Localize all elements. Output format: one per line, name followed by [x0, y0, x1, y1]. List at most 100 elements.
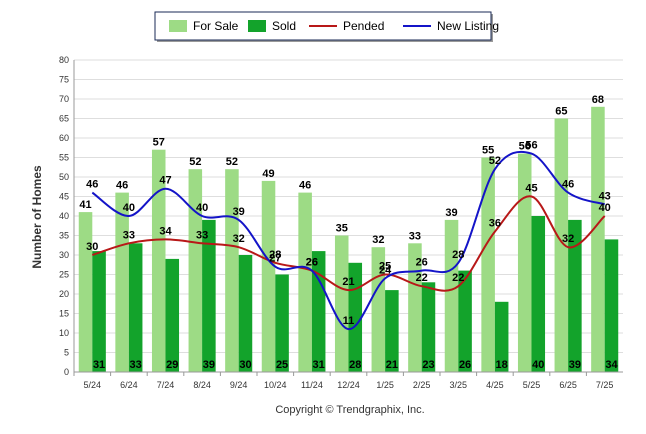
bar-for-sale: [78, 212, 93, 372]
bar-for-sale: [408, 243, 422, 372]
x-tick-label: 7/24: [157, 380, 175, 390]
data-label-for-sale: 68: [592, 94, 604, 106]
bar-for-sale: [188, 169, 203, 372]
data-label-new-listing: 52: [489, 155, 501, 167]
bar-sold: [311, 251, 326, 372]
data-label-for-sale: 46: [116, 180, 128, 192]
y-tick-label: 40: [59, 211, 69, 221]
legend: For Sale Sold Pended New Listing: [154, 11, 499, 42]
data-label-pended: 22: [452, 272, 464, 284]
data-label-for-sale: 33: [409, 230, 421, 242]
data-labels: 41 31 46 33 57 29 52 39 52 30 49 25 46 31 35 28 32 21 33 23…: [79, 94, 618, 371]
data-label-pended: 33: [196, 229, 208, 241]
data-label-new-listing: 56: [525, 140, 537, 152]
bar-for-sale: [225, 169, 239, 372]
data-label-for-sale: 46: [299, 180, 311, 192]
data-label-new-listing: 46: [562, 179, 574, 191]
y-tick-label: 50: [59, 172, 69, 182]
data-label-sold: 25: [276, 359, 288, 371]
line-new-listing: [91, 150, 606, 331]
data-label-for-sale: 52: [189, 156, 201, 168]
x-tick-label: 12/24: [337, 380, 360, 390]
data-label-sold: 31: [93, 359, 105, 371]
bar-sold: [92, 251, 106, 372]
data-label-pended: 25: [379, 261, 391, 273]
y-axis: 0 5 10 15 20 25 30 35 40 45 50 55 60 65 70 75 80: [59, 55, 75, 377]
y-tick-label: 25: [59, 270, 69, 280]
x-tick-label: 9/24: [230, 380, 248, 390]
y-tick-label: 20: [59, 289, 69, 299]
data-label-new-listing: 40: [196, 202, 208, 214]
x-tick-label: 7/25: [596, 380, 614, 390]
data-label-new-listing: 39: [233, 206, 245, 218]
x-tick-label: 6/24: [120, 380, 138, 390]
bar-for-sale: [261, 180, 276, 372]
data-label-for-sale: 56: [519, 141, 531, 153]
x-tick-label: 3/25: [450, 380, 468, 390]
data-label-new-listing: 26: [416, 257, 428, 269]
data-label-for-sale: 32: [372, 234, 384, 246]
legend-label-sold: Sold: [272, 19, 296, 33]
y-tick-label: 75: [59, 75, 69, 85]
bar-sold: [531, 216, 546, 372]
data-label-pended: 28: [269, 249, 281, 261]
data-label-for-sale: 41: [79, 199, 91, 211]
bar-for-sale: [298, 192, 312, 372]
bar-for-sale: [481, 157, 495, 372]
y-tick-label: 70: [59, 94, 69, 104]
legend-swatch-sold: [248, 20, 266, 32]
y-tick-label: 65: [59, 114, 69, 124]
data-label-sold: 40: [532, 359, 544, 371]
data-label-for-sale: 57: [153, 137, 165, 149]
x-tick-label: 1/25: [376, 380, 394, 390]
copyright-footer: Copyright © Trendgraphix, Inc.: [275, 404, 424, 416]
data-label-pended: 45: [525, 183, 537, 195]
data-label-sold: 31: [313, 359, 325, 371]
data-label-sold: 30: [239, 359, 251, 371]
y-tick-label: 55: [59, 153, 69, 163]
data-label-for-sale: 65: [555, 106, 567, 118]
bar-for-sale: [517, 153, 532, 372]
y-tick-label: 80: [59, 55, 69, 65]
bar-sold: [568, 219, 582, 372]
data-label-new-listing: 40: [123, 202, 135, 214]
data-label-sold: 28: [349, 359, 361, 371]
data-label-for-sale: 55: [482, 145, 494, 157]
legend-swatch-for-sale: [169, 20, 187, 32]
y-tick-label: 60: [59, 133, 69, 143]
data-label-new-listing: 11: [343, 315, 355, 327]
data-label-sold: 33: [130, 359, 142, 371]
data-label-sold: 26: [459, 359, 471, 371]
data-label-new-listing: 28: [452, 249, 464, 261]
data-label-sold: 34: [605, 359, 618, 371]
data-label-pended: 22: [416, 272, 428, 284]
legend-label-pended: Pended: [343, 19, 384, 33]
data-label-sold: 21: [386, 359, 398, 371]
data-label-pended: 36: [489, 218, 501, 230]
bar-sold: [385, 290, 399, 372]
data-label-new-listing: 24: [379, 264, 392, 276]
x-tick-label: 8/24: [193, 380, 211, 390]
x-tick-label: 10/24: [264, 380, 287, 390]
y-tick-label: 0: [64, 367, 69, 377]
bar-sold: [165, 258, 180, 372]
x-tick-label: 4/25: [486, 380, 504, 390]
bar-for-sale: [151, 149, 166, 372]
data-label-new-listing: 46: [86, 179, 98, 191]
data-label-pended: 32: [233, 233, 245, 245]
bar-sold: [604, 239, 619, 372]
bar-for-sale: [591, 106, 605, 373]
y-tick-label: 5: [64, 348, 69, 358]
data-label-sold: 23: [422, 359, 434, 371]
bar-sold: [458, 270, 472, 372]
bar-for-sale: [115, 192, 129, 372]
bar-for-sale: [444, 219, 459, 372]
data-label-pended: 40: [599, 202, 611, 214]
bar-sold: [421, 282, 436, 372]
data-label-new-listing: 26: [306, 257, 318, 269]
data-label-pended: 26: [306, 257, 318, 269]
legend-label-for-sale: For Sale: [193, 19, 239, 33]
data-label-for-sale: 52: [226, 156, 238, 168]
